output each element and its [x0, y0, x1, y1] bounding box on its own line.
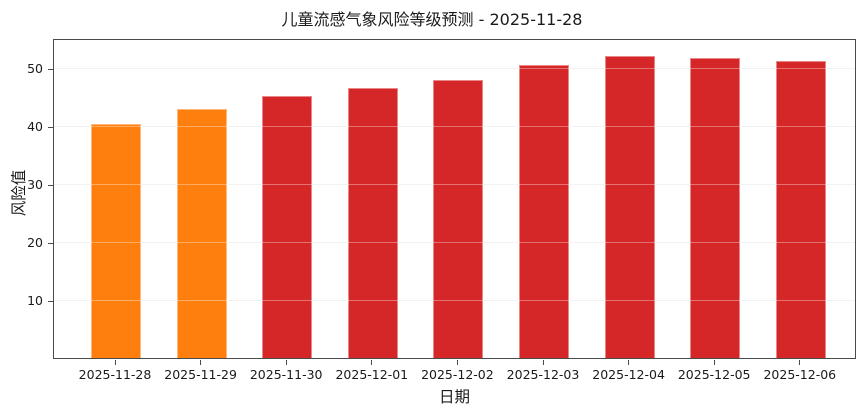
x-tick-label: 2025-11-30	[249, 367, 323, 382]
bar-2025-12-03	[519, 65, 569, 358]
plot-area	[53, 39, 856, 359]
x-tick-mark	[628, 360, 630, 365]
grid-line-overlay	[54, 125, 855, 127]
y-tick-mark	[48, 300, 53, 302]
x-tick-label: 2025-12-03	[506, 367, 580, 382]
bar-2025-11-29	[176, 109, 227, 358]
y-tick-mark	[48, 184, 53, 186]
x-tick-mark	[799, 360, 801, 365]
x-tick-label: 2025-12-06	[763, 367, 837, 382]
bar-2025-12-06	[775, 60, 826, 358]
y-tick-mark	[48, 126, 53, 128]
grid-line-overlay	[54, 67, 855, 69]
x-tick-label: 2025-11-28	[78, 367, 152, 382]
grid-line-overlay	[54, 183, 855, 185]
x-tick-mark	[200, 360, 202, 365]
y-axis-label: 风险值	[10, 169, 28, 217]
y-tick-label: 20	[27, 235, 43, 251]
y-tick-mark	[48, 242, 53, 244]
bar-2025-11-28	[91, 123, 141, 358]
grid-line-overlay	[54, 241, 855, 243]
x-tick-label: 2025-11-29	[164, 367, 237, 382]
x-tick-label: 2025-12-05	[677, 367, 751, 382]
grid-line	[54, 67, 855, 69]
bar-2025-12-02	[433, 79, 484, 358]
bar-2025-12-05	[690, 57, 741, 358]
x-tick-mark	[114, 360, 116, 365]
bar-2025-12-04	[604, 55, 655, 358]
x-tick-mark	[713, 360, 715, 365]
y-tick-label: 30	[27, 177, 43, 193]
x-tick-mark	[456, 360, 458, 365]
grid-line-overlay	[54, 299, 855, 301]
x-tick-mark	[285, 360, 287, 365]
y-tick-label: 10	[27, 293, 43, 309]
x-axis-label: 日期	[438, 388, 470, 406]
chart-title: 儿童流感气象风险等级预测 - 2025-11-28	[281, 10, 583, 29]
x-tick-label: 2025-12-01	[335, 367, 409, 382]
x-tick-label: 2025-12-02	[421, 367, 494, 382]
y-tick-label: 40	[27, 119, 43, 135]
bar-2025-11-30	[262, 95, 313, 358]
x-tick-label: 2025-12-04	[592, 367, 665, 382]
x-tick-mark	[542, 360, 544, 365]
x-tick-mark	[371, 360, 373, 365]
y-tick-mark	[48, 68, 53, 70]
y-tick-label: 50	[27, 61, 43, 77]
bar-2025-12-01	[347, 87, 398, 358]
